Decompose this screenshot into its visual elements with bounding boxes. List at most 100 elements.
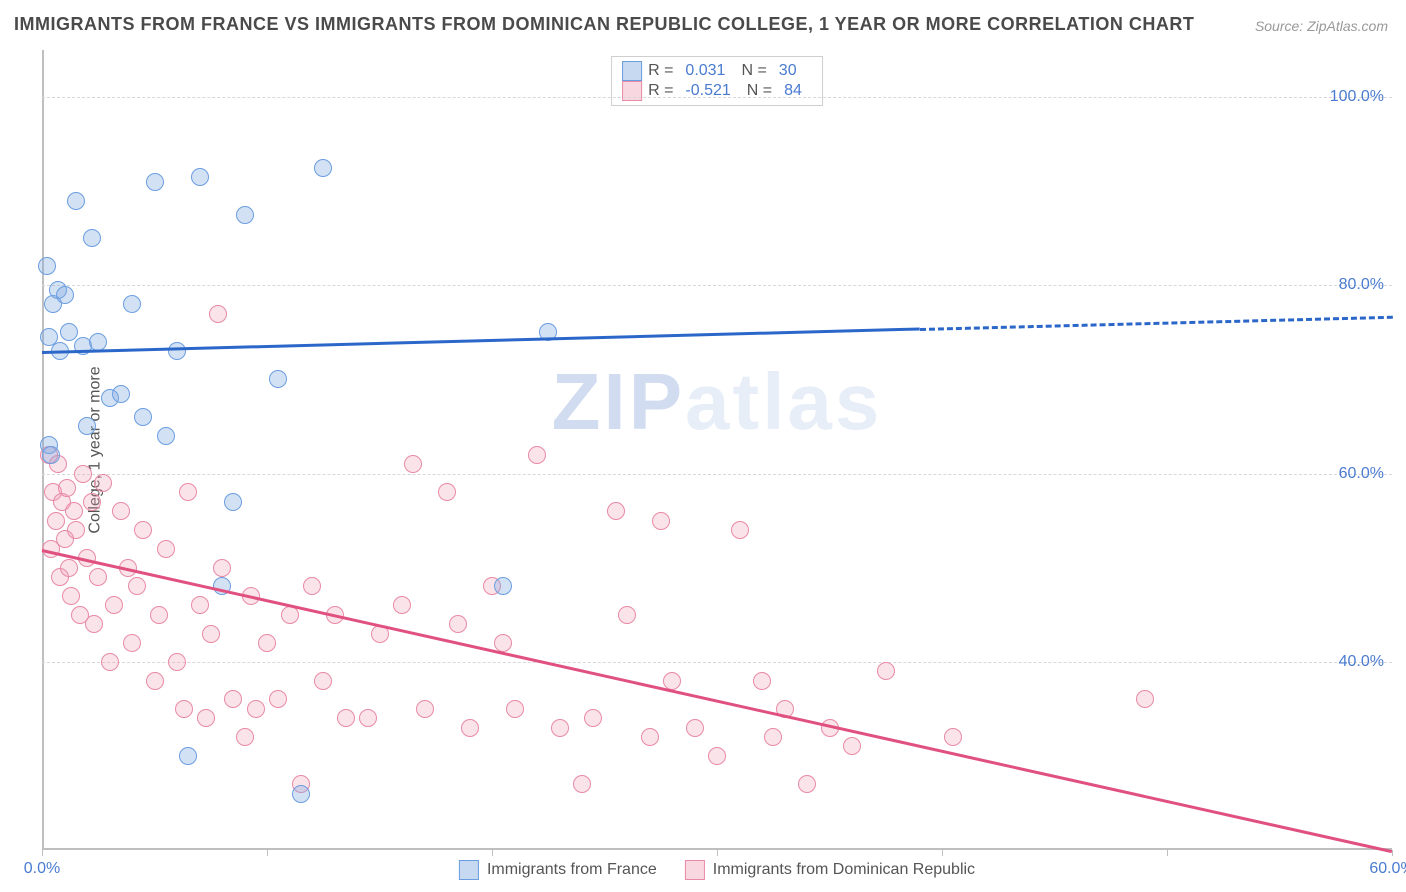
data-point	[175, 700, 193, 718]
swatch-blue-icon	[459, 860, 479, 880]
data-point	[83, 493, 101, 511]
data-point	[641, 728, 659, 746]
x-tick	[942, 850, 943, 856]
swatch-blue	[622, 61, 642, 81]
gridline-h	[42, 285, 1392, 286]
data-point	[105, 596, 123, 614]
data-point	[224, 493, 242, 511]
data-point	[573, 775, 591, 793]
data-point	[74, 465, 92, 483]
data-point	[686, 719, 704, 737]
data-point	[157, 427, 175, 445]
data-point	[38, 257, 56, 275]
data-point	[416, 700, 434, 718]
data-point	[877, 662, 895, 680]
data-point	[60, 323, 78, 341]
data-point	[944, 728, 962, 746]
data-point	[303, 577, 321, 595]
data-point	[269, 370, 287, 388]
data-point	[60, 559, 78, 577]
data-point	[708, 747, 726, 765]
data-point	[528, 446, 546, 464]
plot-area: College, 1 year or more ZIPatlas R = 0.0…	[42, 50, 1392, 850]
data-point	[404, 455, 422, 473]
data-point	[393, 596, 411, 614]
data-point	[449, 615, 467, 633]
data-point	[202, 625, 220, 643]
legend-item-pink: Immigrants from Dominican Republic	[685, 860, 975, 880]
regression-line	[42, 549, 1393, 853]
y-tick-label: 60.0%	[1339, 465, 1384, 483]
data-point	[843, 737, 861, 755]
data-point	[179, 747, 197, 765]
regression-line	[919, 315, 1392, 330]
data-point	[337, 709, 355, 727]
data-point	[551, 719, 569, 737]
swatch-pink-icon	[685, 860, 705, 880]
data-point	[764, 728, 782, 746]
data-point	[506, 700, 524, 718]
data-point	[112, 502, 130, 520]
x-tick	[492, 850, 493, 856]
x-tick	[717, 850, 718, 856]
correlation-legend: R = 0.031 N = 30 R = -0.521 N = 84	[611, 56, 823, 106]
x-tick	[42, 850, 43, 856]
gridline-h	[42, 97, 1392, 98]
data-point	[213, 559, 231, 577]
data-point	[94, 474, 112, 492]
data-point	[197, 709, 215, 727]
gridline-h	[42, 474, 1392, 475]
source-label: Source: ZipAtlas.com	[1255, 18, 1388, 34]
y-tick-label: 40.0%	[1339, 653, 1384, 671]
data-point	[191, 596, 209, 614]
data-point	[584, 709, 602, 727]
series-legend: Immigrants from France Immigrants from D…	[459, 860, 975, 880]
data-point	[83, 229, 101, 247]
data-point	[56, 286, 74, 304]
data-point	[798, 775, 816, 793]
data-point	[314, 672, 332, 690]
data-point	[89, 568, 107, 586]
data-point	[269, 690, 287, 708]
data-point	[224, 690, 242, 708]
gridline-h	[42, 662, 1392, 663]
data-point	[89, 333, 107, 351]
data-point	[168, 653, 186, 671]
data-point	[652, 512, 670, 530]
data-point	[236, 728, 254, 746]
y-tick-label: 80.0%	[1339, 276, 1384, 294]
chart-title: IMMIGRANTS FROM FRANCE VS IMMIGRANTS FRO…	[14, 14, 1194, 35]
x-tick	[267, 850, 268, 856]
data-point	[146, 173, 164, 191]
x-tick-label: 60.0%	[1369, 860, 1406, 878]
x-tick-label: 0.0%	[24, 860, 60, 878]
data-point	[753, 672, 771, 690]
legend-item-blue: Immigrants from France	[459, 860, 657, 880]
data-point	[112, 385, 130, 403]
data-point	[150, 606, 168, 624]
data-point	[47, 512, 65, 530]
data-point	[128, 577, 146, 595]
data-point	[157, 540, 175, 558]
data-point	[78, 417, 96, 435]
data-point	[461, 719, 479, 737]
data-point	[179, 483, 197, 501]
data-point	[292, 785, 310, 803]
data-point	[134, 521, 152, 539]
data-point	[247, 700, 265, 718]
data-point	[123, 634, 141, 652]
data-point	[438, 483, 456, 501]
data-point	[1136, 690, 1154, 708]
data-point	[258, 634, 276, 652]
watermark: ZIPatlas	[552, 356, 883, 448]
data-point	[618, 606, 636, 624]
data-point	[191, 168, 209, 186]
data-point	[85, 615, 103, 633]
data-point	[123, 295, 141, 313]
data-point	[731, 521, 749, 539]
data-point	[58, 479, 76, 497]
data-point	[494, 577, 512, 595]
data-point	[607, 502, 625, 520]
data-point	[314, 159, 332, 177]
data-point	[42, 446, 60, 464]
